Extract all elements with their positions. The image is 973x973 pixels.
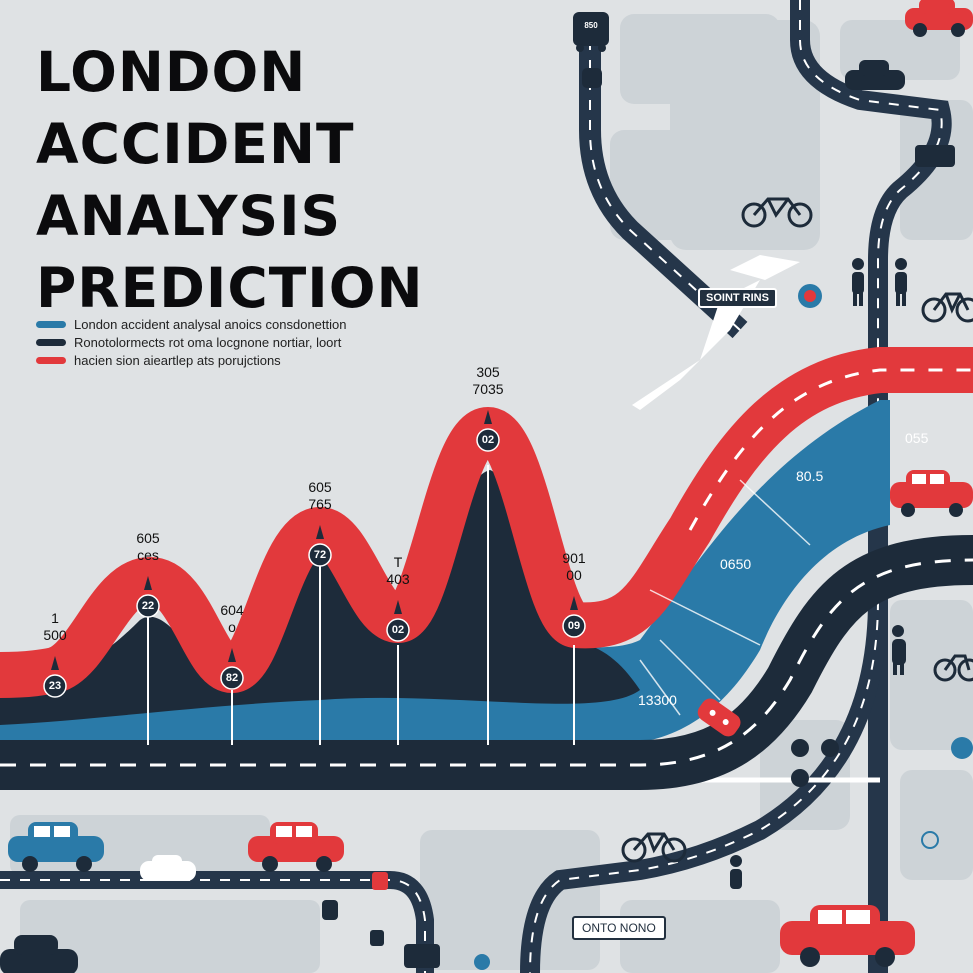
legend-swatch-navy [36,338,66,346]
peak-pin [316,525,324,539]
peak-label-bottom: 765 [308,496,332,512]
peak-label-bottom: o [228,619,236,635]
peak-pin [144,576,152,590]
bicycle-icons [621,197,973,863]
peak-badge-text: 82 [225,672,239,684]
peak-badge [476,428,500,452]
peak-label-top: 605 [308,479,332,495]
peak-label: T 403 [358,554,438,588]
peak-label-top: 605 [136,530,160,546]
peak-label-top: 604 [220,602,244,618]
legend: London accident analysal anoics consdone… [36,316,346,370]
legend-swatch-red [36,356,66,364]
peak-label-top: T [393,554,403,570]
peak-label-top: 901 [562,550,586,566]
page-title: LONDON ACCIDENT ANALYSIS PREDICTION [36,36,423,324]
peak-label: 901 00 [534,550,614,584]
legend-label: London accident analysal anoics consdone… [74,316,347,332]
street-sign-bottom: ONTO NONO [572,916,666,940]
bus-icon [573,12,609,88]
peak-label-bottom: 00 [566,567,582,583]
cloud-shape [730,255,800,280]
title-line-2: ACCIDENT [36,112,355,176]
peak-label: 604 o [192,602,272,636]
peak-label-bottom: 403 [386,571,410,587]
legend-label: Ronotolormects rot oma locgnone nortiar,… [74,334,342,350]
area-label-a: 80.5 [796,468,824,484]
peak-badge-text: 23 [48,680,62,692]
legend-label: hacien sion aieartlep ats porujctions [74,352,281,368]
red-road-markings [688,368,973,531]
peak-badge [43,674,67,698]
blue-area [0,400,890,745]
peak-badge-text: 02 [391,624,405,636]
peak-markers [43,410,586,698]
peak-label-bottom: 7035 [472,381,504,397]
peak-pin [484,410,492,424]
peak-badge-text: 09 [567,620,581,632]
peak-badge [220,666,244,690]
street-sign: SOINT RINS [698,288,777,308]
peak-label-bottom: ces [137,547,159,563]
area-label-c: 13300 [638,692,677,708]
legend-swatch-blue [36,320,66,328]
main-road-markings [0,558,973,767]
title-line-1: LONDON [36,40,307,104]
peak-badge-text: 02 [481,434,495,446]
area-grid [639,479,811,716]
peak-label: 1 500 [15,610,95,644]
title-line-4: PREDICTION [36,256,424,320]
area-label-d: 055 [905,430,929,446]
peak-label-bottom: 500 [43,627,67,643]
peak-badge [562,614,586,638]
peak-pin [51,656,59,670]
peak-label: 605 765 [280,479,360,513]
bus-label: 850 [584,21,598,30]
peak-badge [386,618,410,642]
peak-badge [308,543,332,567]
peak-label: 605 ces [108,530,188,564]
pedestrian-icons [730,258,907,889]
legend-item: Ronotolormects rot oma locgnone nortiar,… [36,334,346,350]
peak-pin [570,596,578,610]
peak-label: 305 7035 [448,364,528,398]
drop-lines [147,465,575,745]
peak-pin [394,600,402,614]
peak-label-top: 305 [476,364,500,380]
legend-item: hacien sion aieartlep ats porujctions [36,352,346,368]
title-line-3: ANALYSIS [36,184,342,248]
peak-badge-text: 22 [141,600,155,612]
legend-item: London accident analysal anoics consdone… [36,316,346,332]
area-label-b: 0650 [720,556,752,572]
peak-label-top: 1 [51,610,59,626]
peak-badge-text: 72 [313,549,327,561]
arrow-shape [632,280,760,410]
box-icon [915,145,955,167]
peak-pin [228,648,236,662]
misc-icons [322,284,973,970]
peak-badge [136,594,160,618]
